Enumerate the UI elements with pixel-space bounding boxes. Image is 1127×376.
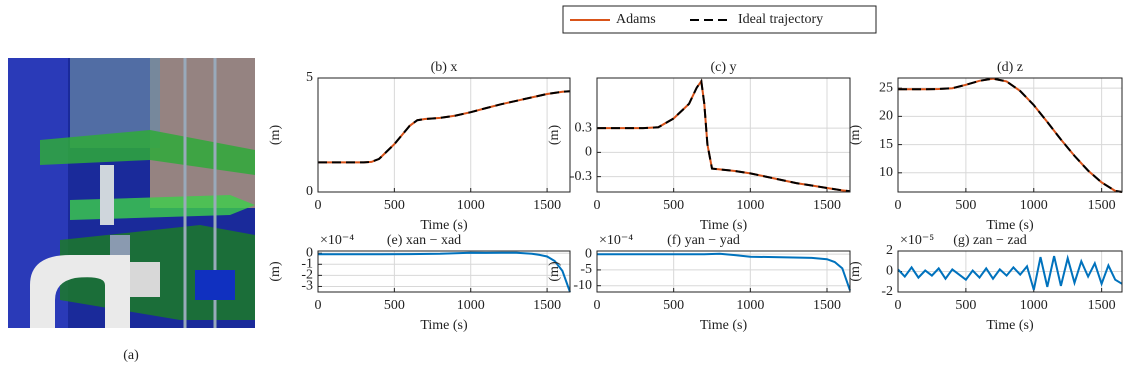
- plot-area: [898, 78, 1122, 192]
- scale-label: ×10⁻⁵: [900, 233, 934, 248]
- y-axis-label: (m): [848, 125, 863, 146]
- plot-area: [318, 251, 570, 292]
- y-axis-label: (m): [268, 261, 283, 282]
- x-tick-label: 0: [315, 298, 322, 313]
- x-axis-label: Time (s): [420, 218, 468, 233]
- x-axis-label: Time (s): [420, 318, 468, 333]
- chart-title: (c) y: [710, 60, 736, 75]
- y-tick-label: 0: [886, 264, 893, 279]
- x-tick-label: 1500: [1088, 298, 1116, 313]
- legend: Adams Ideal trajectory: [563, 6, 876, 33]
- y-tick-label: 0.3: [575, 120, 593, 135]
- y-tick-label: -5: [580, 262, 592, 277]
- x-tick-label: 500: [384, 298, 405, 313]
- y-axis-label: (m): [848, 261, 863, 282]
- y-tick-label: -2: [881, 284, 893, 299]
- x-tick-label: 1000: [457, 298, 485, 313]
- x-tick-label: 500: [663, 198, 684, 213]
- y-axis-label: (m): [547, 261, 562, 282]
- scale-label: ×10⁻⁴: [599, 233, 633, 248]
- y-tick-label: 15: [879, 137, 893, 152]
- x-tick-label: 500: [384, 198, 405, 213]
- figure: (a) Adams Ideal trajectory 0500100015000…: [0, 0, 1127, 376]
- y-tick-label: 0: [585, 145, 592, 160]
- x-axis-label: Time (s): [986, 318, 1034, 333]
- x-tick-label: 1000: [1020, 298, 1048, 313]
- y-tick-label: 0: [306, 245, 313, 260]
- y-tick-label: 2: [886, 243, 893, 258]
- y-tick-label: 25: [879, 80, 893, 95]
- render-image: [8, 58, 255, 328]
- y-tick-label: 5: [306, 70, 313, 85]
- y-tick-label: -0.3: [570, 169, 592, 184]
- chart-title: (b) x: [431, 60, 458, 75]
- x-tick-label: 500: [955, 298, 976, 313]
- y-tick-label: 0: [585, 246, 592, 261]
- x-tick-label: 0: [315, 198, 322, 213]
- chart-title: (g) zan − zad: [953, 233, 1027, 248]
- x-tick-label: 1500: [813, 298, 841, 313]
- chart-title: (d) z: [997, 60, 1023, 75]
- x-tick-label: 1000: [736, 198, 764, 213]
- x-tick-label: 0: [594, 298, 601, 313]
- x-tick-label: 1500: [533, 198, 561, 213]
- y-tick-label: -10: [573, 278, 592, 293]
- x-tick-label: 1500: [813, 198, 841, 213]
- x-tick-label: 0: [594, 198, 601, 213]
- x-tick-label: 1500: [1088, 198, 1116, 213]
- x-tick-label: 0: [895, 298, 902, 313]
- x-tick-label: 0: [895, 198, 902, 213]
- x-tick-label: 1000: [1020, 198, 1048, 213]
- x-tick-label: 500: [955, 198, 976, 213]
- y-tick-label: 0: [306, 184, 313, 199]
- y-tick-label: 10: [879, 165, 893, 180]
- x-tick-label: 1000: [457, 198, 485, 213]
- x-tick-label: 1000: [736, 298, 764, 313]
- figure-caption: (a): [123, 348, 139, 363]
- y-axis-label: (m): [268, 125, 283, 146]
- y-tick-label: 20: [879, 109, 893, 124]
- x-axis-label: Time (s): [700, 318, 748, 333]
- legend-label: Adams: [616, 12, 656, 27]
- scale-label: ×10⁻⁴: [320, 233, 354, 248]
- plot-area: [318, 78, 570, 192]
- y-axis-label: (m): [547, 125, 562, 146]
- plot-area: [597, 78, 850, 192]
- x-axis-label: Time (s): [986, 218, 1034, 233]
- x-tick-label: 500: [663, 298, 684, 313]
- chart-title: (e) xan − xad: [387, 233, 461, 248]
- x-axis-label: Time (s): [700, 218, 748, 233]
- x-tick-label: 1500: [533, 298, 561, 313]
- legend-label: Ideal trajectory: [738, 12, 823, 27]
- chart-title: (f) yan − yad: [667, 233, 740, 248]
